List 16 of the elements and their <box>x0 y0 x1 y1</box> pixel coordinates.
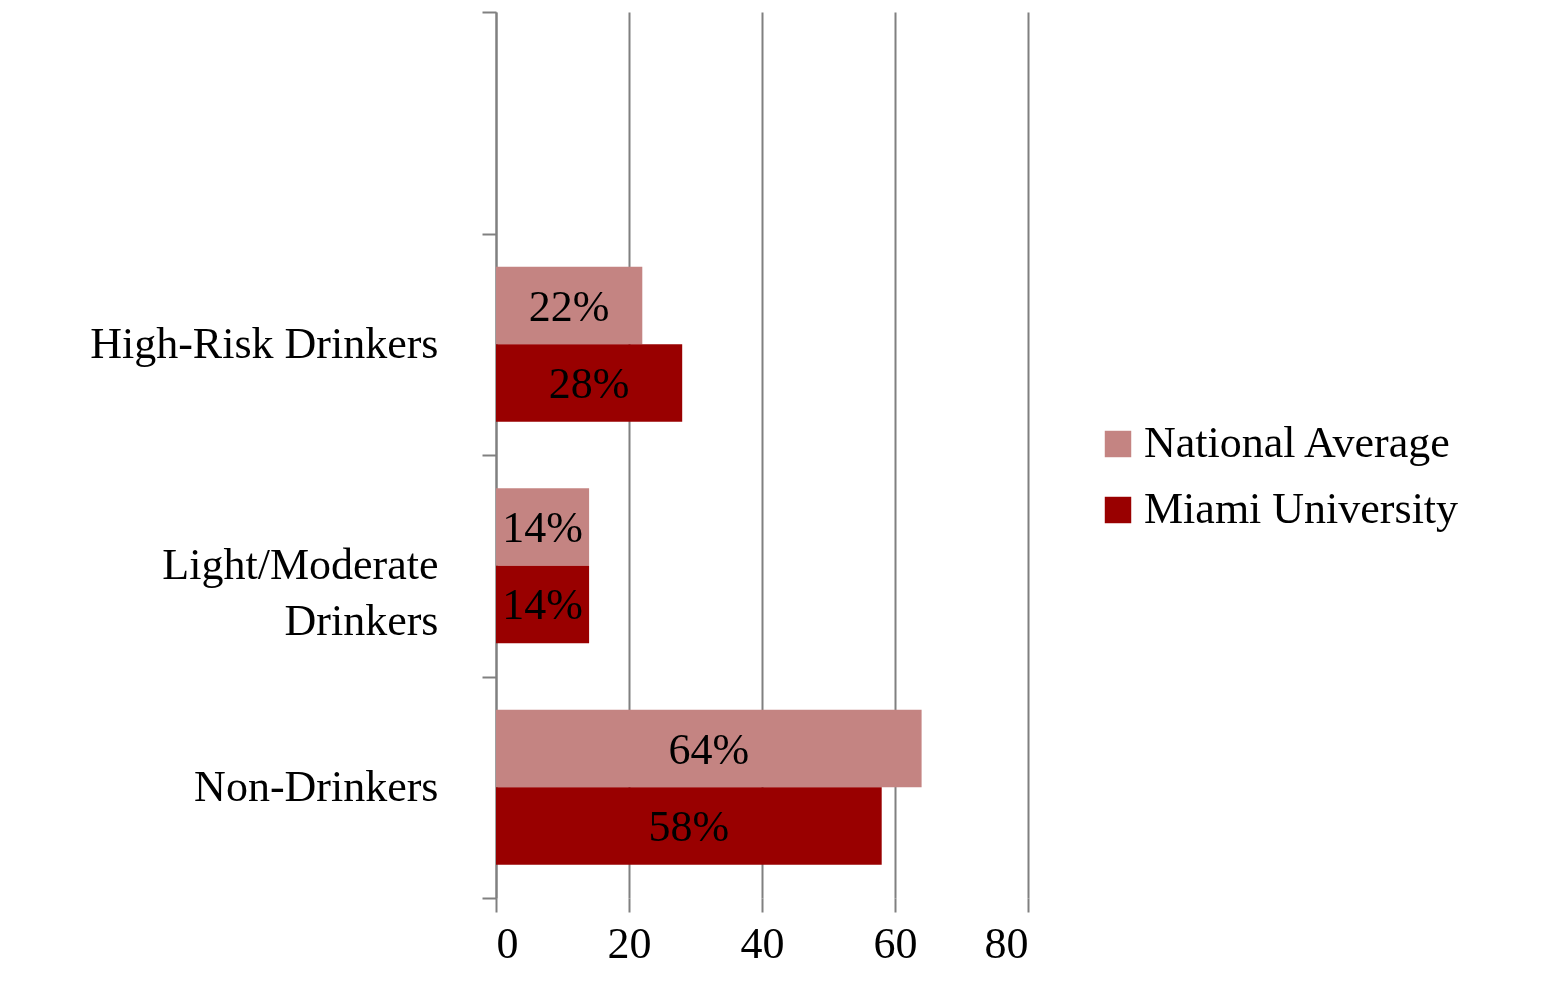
legend-label: National Average <box>1144 418 1450 467</box>
x-tick-label: 20 <box>607 918 652 968</box>
y-tick-label: High-Risk Drinkers <box>90 318 439 368</box>
data-label: 14% <box>502 503 583 553</box>
y-tick-label: Non-Drinkers <box>194 761 439 811</box>
data-label: 14% <box>502 580 583 630</box>
data-label: 64% <box>668 724 750 774</box>
data-label: 28% <box>548 358 630 408</box>
data-label: 22% <box>528 281 610 331</box>
legend-label: Miami University <box>1144 484 1459 533</box>
x-tick-label: 60 <box>873 918 918 968</box>
x-tick-label: 40 <box>740 918 785 968</box>
x-tick-label: 0 <box>496 918 519 968</box>
x-tick-label: 80 <box>984 918 1029 968</box>
y-tick-label: Light/Moderate Drinkers <box>162 540 439 646</box>
data-label: 58% <box>648 801 730 851</box>
